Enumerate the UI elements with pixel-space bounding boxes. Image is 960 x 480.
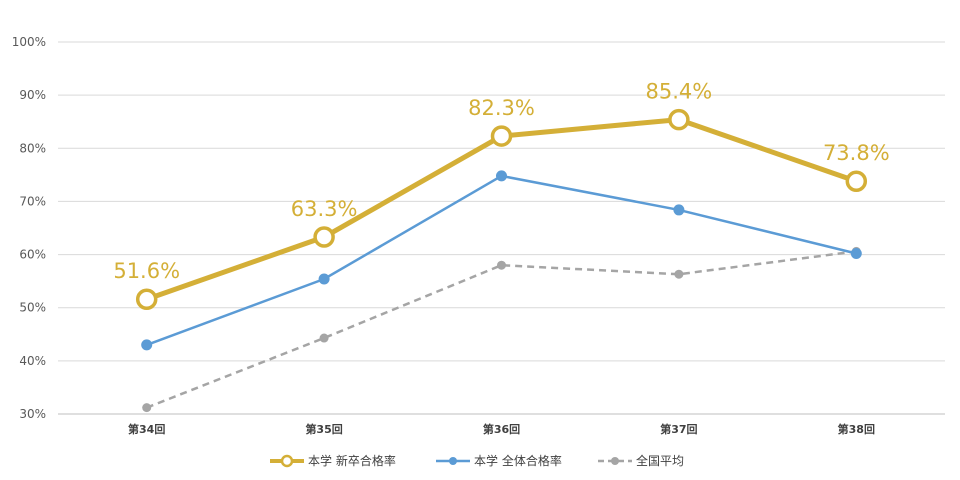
data-point	[850, 248, 862, 260]
data-point	[313, 226, 335, 248]
y-axis: 30% 40% 50% 60% 70% 80% 90% 100%	[12, 35, 46, 421]
x-axis: 第34回 第35回 第36回 第37回 第38回	[128, 422, 875, 436]
data-labels: 51.6% 63.3% 82.3% 85.4% 73.8%	[113, 80, 889, 284]
data-point	[142, 403, 152, 413]
data-point	[490, 125, 513, 147]
data-point	[497, 260, 506, 270]
data-label: 82.3%	[468, 96, 535, 120]
x-tick-label: 第36回	[483, 422, 520, 436]
series-line	[146, 250, 857, 409]
data-label: 73.8%	[823, 141, 890, 165]
x-tick-label: 第35回	[305, 422, 342, 436]
data-point	[673, 204, 685, 216]
series-1	[135, 108, 868, 310]
data-label: 63.3%	[291, 197, 358, 221]
legend-label: 本学 新卒合格率	[308, 453, 396, 468]
data-point	[318, 273, 330, 285]
data-point	[845, 170, 868, 192]
legend-label: 全国平均	[636, 453, 684, 468]
y-tick-label: 60%	[19, 248, 46, 262]
legend-marker	[449, 457, 457, 465]
data-label: 85.4%	[646, 80, 713, 104]
y-tick-label: 40%	[19, 354, 46, 368]
y-tick-label: 100%	[12, 35, 46, 49]
series-3	[142, 246, 861, 413]
y-tick-label: 80%	[19, 141, 46, 155]
series-2	[141, 170, 862, 351]
gridlines	[58, 41, 945, 415]
legend-marker	[280, 454, 294, 468]
legend-item-2: 本学 全体合格率	[436, 453, 562, 468]
y-tick-label: 50%	[19, 301, 46, 315]
data-point	[668, 108, 690, 131]
legend-item-3: 全国平均	[598, 453, 684, 468]
data-point	[141, 339, 153, 351]
y-tick-label: 70%	[19, 194, 46, 208]
data-point	[496, 170, 507, 182]
legend-marker	[611, 457, 619, 465]
legend: 本学 新卒合格率 本学 全体合格率 全国平均	[270, 453, 684, 468]
legend-label: 本学 全体合格率	[474, 453, 562, 468]
data-point	[319, 333, 329, 343]
y-tick-label: 30%	[19, 407, 46, 421]
legend-item-1: 本学 新卒合格率	[270, 453, 396, 468]
data-point	[674, 269, 684, 279]
x-tick-label: 第38回	[838, 422, 875, 436]
data-label: 51.6%	[113, 259, 180, 283]
series-layer	[135, 108, 868, 413]
y-tick-label: 90%	[19, 88, 46, 102]
data-point	[135, 288, 158, 310]
x-tick-label: 第37回	[660, 422, 697, 436]
x-tick-label: 第34回	[128, 422, 165, 436]
